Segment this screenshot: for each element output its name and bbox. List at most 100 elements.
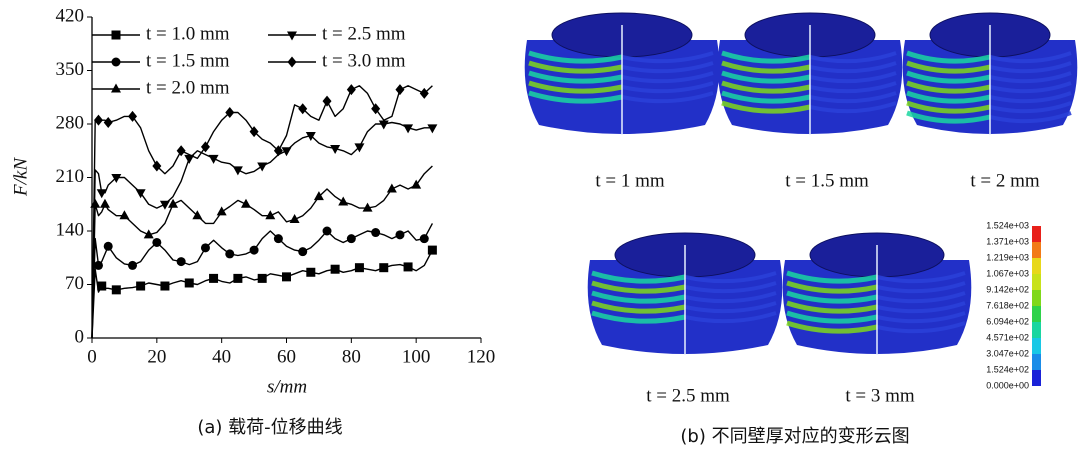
marker — [111, 174, 122, 183]
fold-band — [528, 80, 623, 94]
fold-band — [989, 101, 1072, 114]
fea-image — [717, 12, 903, 135]
x-tick-label: 120 — [467, 346, 496, 367]
fold-band — [621, 61, 714, 74]
fold-band — [528, 90, 623, 104]
marker — [152, 237, 162, 247]
x-tick-label: 80 — [342, 346, 361, 367]
marker — [128, 260, 138, 270]
fold-band — [786, 300, 878, 314]
marker — [152, 160, 162, 172]
marker — [346, 84, 356, 96]
marker — [208, 154, 219, 164]
marker — [257, 273, 267, 283]
fold-band — [989, 91, 1072, 104]
legend-marker — [111, 30, 121, 40]
marker — [379, 263, 389, 273]
marker — [128, 110, 138, 122]
legend-label: t = 1.0 mm — [146, 23, 230, 44]
marker — [378, 120, 389, 130]
fold-band — [621, 71, 714, 84]
legend-marker — [287, 31, 297, 41]
fold-band — [786, 290, 878, 304]
fold-band — [989, 71, 1072, 84]
legend-label: t = 2.0 mm — [146, 77, 230, 98]
marker — [103, 241, 113, 251]
fold-band — [809, 101, 897, 114]
fold-band — [591, 280, 686, 294]
marker — [240, 198, 251, 208]
colorbar-label: 7.618e+02 — [986, 300, 1029, 310]
marker — [159, 200, 170, 210]
fold-band — [809, 91, 897, 104]
fold-band — [721, 90, 811, 104]
fold-band — [591, 310, 686, 324]
fold-band — [786, 280, 878, 294]
fold-band — [591, 300, 686, 314]
legend-label: t = 2.5 mm — [322, 23, 406, 44]
y-tick-label: 420 — [56, 5, 85, 26]
legend-marker — [111, 57, 121, 67]
marker — [305, 131, 316, 141]
marker — [403, 262, 413, 272]
fold-band — [528, 50, 623, 64]
fold-band — [721, 50, 811, 64]
marker — [232, 166, 243, 176]
marker — [119, 210, 130, 220]
fold-band — [989, 61, 1072, 74]
fold-band — [876, 321, 966, 334]
marker — [411, 179, 422, 189]
marker — [176, 145, 186, 157]
marker — [427, 245, 437, 255]
fold-band — [684, 291, 777, 304]
marker — [136, 281, 146, 291]
fold-band — [684, 271, 777, 284]
fold-band — [809, 51, 897, 64]
image-label: t = 2 mm — [970, 170, 1040, 191]
fold-band — [591, 270, 686, 284]
fold-band — [876, 271, 966, 284]
fold-band — [809, 61, 897, 74]
marker — [395, 84, 405, 96]
fold-band — [621, 51, 714, 64]
colorbar-label: 3.047e+02 — [986, 348, 1029, 358]
marker — [298, 247, 308, 257]
y-axis-label: F/kN — [10, 157, 31, 197]
marker — [265, 210, 276, 220]
marker — [281, 147, 292, 157]
fold-band — [684, 301, 777, 314]
marker — [289, 214, 300, 224]
fold-band — [684, 311, 777, 324]
x-tick-label: 0 — [87, 346, 97, 367]
legend-marker — [111, 83, 121, 93]
marker — [225, 107, 235, 119]
marker — [354, 143, 365, 153]
marker — [257, 162, 268, 172]
fea-image — [524, 12, 720, 135]
fold-band — [906, 90, 991, 104]
marker — [346, 234, 356, 244]
colorbar-label: 1.371e+03 — [986, 236, 1029, 246]
fold-band — [876, 281, 966, 294]
marker — [371, 103, 381, 115]
series-line — [91, 249, 434, 339]
y-tick-label: 210 — [56, 166, 85, 187]
series-line — [91, 121, 433, 339]
marker — [176, 257, 186, 267]
fold-band — [876, 301, 966, 314]
colorbar-label: 9.142e+02 — [986, 284, 1029, 294]
marker — [371, 228, 381, 238]
marker — [249, 126, 259, 138]
fold-band — [989, 111, 1072, 124]
marker — [143, 229, 154, 239]
marker — [322, 95, 332, 107]
marker — [338, 196, 349, 206]
fold-band — [876, 311, 966, 324]
fold-band — [528, 60, 623, 74]
marker — [427, 124, 438, 134]
x-tick-label: 60 — [277, 346, 296, 367]
marker — [209, 273, 219, 283]
panel-caption: (b) 不同壁厚对应的变形云图 — [680, 426, 909, 447]
marker — [192, 210, 203, 220]
fold-band — [528, 70, 623, 84]
